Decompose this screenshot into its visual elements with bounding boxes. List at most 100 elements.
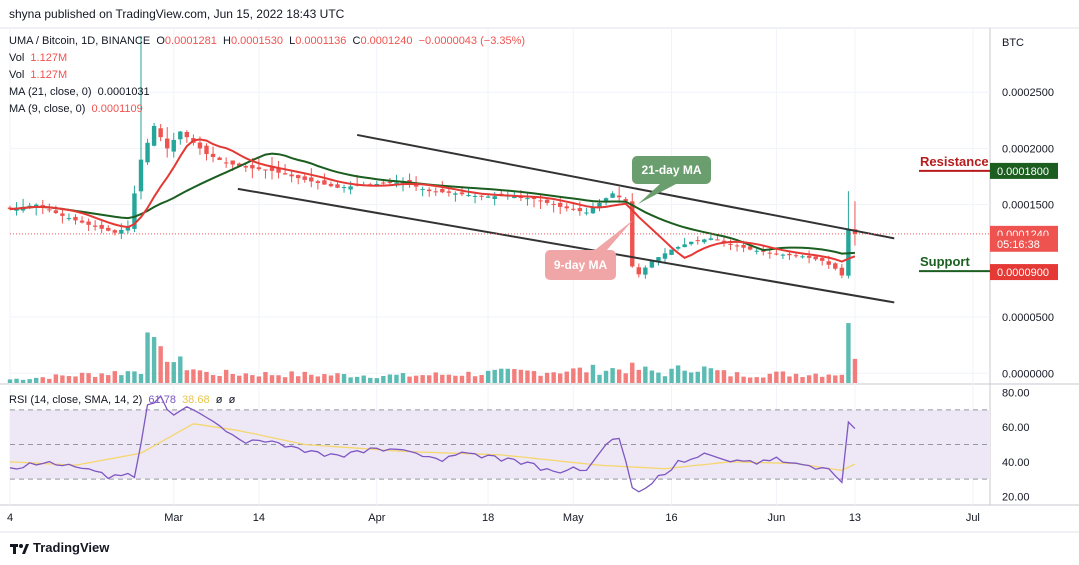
candle-body <box>394 182 399 184</box>
volume-bar <box>178 356 183 383</box>
volume-bar <box>492 369 497 383</box>
volume-bar <box>793 373 799 383</box>
ma21-callout-pointer <box>638 184 676 204</box>
volume-bar <box>734 372 740 383</box>
volume-bar <box>204 371 209 383</box>
volume-bar <box>354 376 360 383</box>
price-tick-label: 0.0002000 <box>1002 143 1054 155</box>
tradingview-logo[interactable]: TradingView <box>10 540 109 555</box>
volume-bar <box>833 375 838 383</box>
candle-body <box>577 208 583 212</box>
volume-bar <box>276 375 281 383</box>
volume-bar <box>394 374 399 383</box>
price-tick-label: 0.0000500 <box>1002 312 1054 324</box>
candle-body <box>387 181 393 184</box>
candle-body <box>597 202 602 209</box>
volume-bar <box>446 374 452 383</box>
candle-body <box>630 201 635 267</box>
volume-bar <box>558 373 563 383</box>
volume-bar <box>171 362 176 383</box>
volume-bar <box>852 358 858 383</box>
candle-body <box>479 195 484 197</box>
candle-body <box>774 253 779 255</box>
candle-body <box>184 131 190 138</box>
volume-bar <box>702 366 707 383</box>
candle-body <box>92 225 98 227</box>
volume-bar <box>79 372 85 383</box>
candle-body <box>787 253 792 256</box>
volume-bar <box>328 375 334 383</box>
candle-body <box>544 199 550 203</box>
channel-lower-line <box>237 187 895 304</box>
candle-body <box>734 245 740 247</box>
channel-upper-line <box>356 133 895 240</box>
volume-bar <box>315 376 321 383</box>
volume-legend-2: Vol 1.127M <box>9 69 68 81</box>
volume-bar <box>636 369 641 383</box>
volume-bar <box>689 372 694 383</box>
candle-body <box>702 239 707 243</box>
rsi-tick-label: 40.00 <box>1002 457 1030 469</box>
candle-body <box>99 224 104 229</box>
rsi-sma-value: 38.68 <box>182 394 210 406</box>
candle-body <box>826 261 831 265</box>
candle-body <box>125 227 131 231</box>
candle-body <box>243 166 248 168</box>
volume-bar <box>250 375 255 383</box>
candle-body <box>230 160 235 165</box>
volume-bar <box>643 366 648 383</box>
rsi-sma-line <box>9 423 856 472</box>
volume-bar <box>538 375 543 383</box>
ma9-callout-label: 9-day MA <box>554 258 608 272</box>
change-value: −0.0000043 (−3.35%) <box>418 35 526 47</box>
price-tick-label: 0.0000000 <box>1002 368 1054 380</box>
ma9-line <box>9 138 856 263</box>
volume-bar <box>499 368 504 383</box>
volume-bar <box>151 337 157 383</box>
volume-bar <box>413 375 419 383</box>
candle-body <box>806 255 812 258</box>
volume-bar <box>223 369 229 383</box>
volume-bar <box>518 369 524 383</box>
candle-body <box>833 263 838 269</box>
ma21-callout-label: 21-day MA <box>641 163 701 177</box>
candle-body <box>662 253 668 259</box>
volume-bar <box>309 374 314 383</box>
time-tick-label: 16 <box>665 512 677 524</box>
candle-body <box>335 184 340 188</box>
candle-body <box>675 246 681 249</box>
volume-bar <box>197 370 203 383</box>
candle-body <box>590 207 596 214</box>
volume-bar <box>27 379 32 383</box>
volume-bar <box>485 370 491 383</box>
volume-bar <box>571 368 576 383</box>
candle-body <box>525 198 530 200</box>
candle-body <box>715 239 720 241</box>
volume-bar <box>715 370 720 383</box>
time-tick-label: May <box>563 512 584 524</box>
volume-bar <box>106 375 111 383</box>
rsi-line <box>9 394 856 493</box>
price-tick-label: 0.0001500 <box>1002 200 1054 212</box>
candle-body <box>119 229 124 234</box>
volume-bar <box>47 378 52 383</box>
volume-bar <box>302 371 307 383</box>
volume-bar <box>610 368 615 383</box>
candle-body <box>47 209 52 211</box>
volume-bar <box>630 362 635 383</box>
candle-body <box>296 175 301 179</box>
volume-bar <box>774 371 779 383</box>
volume-bar <box>191 369 196 383</box>
candle-body <box>682 244 687 248</box>
volume-bar <box>184 370 190 383</box>
candle-body <box>171 139 176 152</box>
volume-bar <box>531 371 537 383</box>
candle-body <box>53 210 59 214</box>
candle-body <box>374 183 379 186</box>
candle-body <box>348 186 353 190</box>
candle-body <box>669 249 674 255</box>
volume-bar <box>577 367 583 383</box>
volume-bar <box>210 375 216 383</box>
ma21-callout-box <box>632 156 711 184</box>
